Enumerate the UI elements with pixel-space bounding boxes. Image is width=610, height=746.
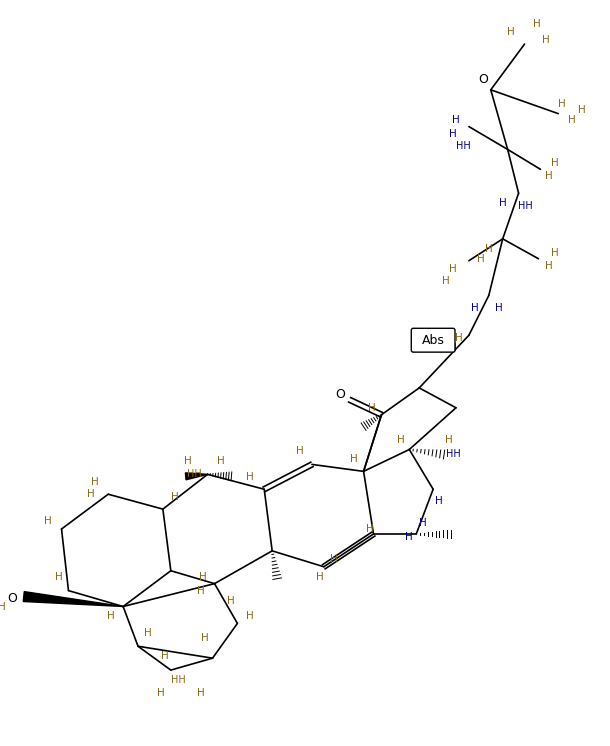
Text: O: O xyxy=(478,73,488,87)
Text: H: H xyxy=(157,688,165,698)
Text: H: H xyxy=(445,435,453,445)
Text: H: H xyxy=(246,472,254,483)
Text: H: H xyxy=(199,571,207,582)
Text: H: H xyxy=(449,263,457,274)
Text: H: H xyxy=(350,454,357,465)
Text: H: H xyxy=(316,571,324,582)
Text: H: H xyxy=(542,35,549,46)
Text: H: H xyxy=(217,457,224,466)
Text: H: H xyxy=(485,244,493,254)
Text: Abs: Abs xyxy=(422,333,445,347)
Text: H: H xyxy=(144,628,152,639)
Text: H: H xyxy=(87,489,95,499)
Text: H: H xyxy=(92,477,99,487)
Text: H: H xyxy=(545,260,552,271)
Polygon shape xyxy=(185,473,207,480)
Text: H: H xyxy=(558,98,566,109)
Text: H: H xyxy=(398,435,405,445)
Text: H: H xyxy=(226,595,234,606)
Text: H: H xyxy=(171,492,179,502)
Text: H: H xyxy=(330,554,338,564)
Text: H: H xyxy=(419,518,427,528)
Text: HH: HH xyxy=(171,675,186,685)
Text: H: H xyxy=(477,254,485,264)
Text: H: H xyxy=(201,633,209,643)
Text: H: H xyxy=(449,128,457,139)
Text: H: H xyxy=(569,115,576,125)
Text: H: H xyxy=(296,447,304,457)
Text: HH: HH xyxy=(456,142,470,151)
Text: O: O xyxy=(7,592,17,605)
Text: H: H xyxy=(578,104,586,115)
Text: HH: HH xyxy=(518,201,533,211)
Text: H: H xyxy=(551,158,559,169)
FancyBboxPatch shape xyxy=(411,328,455,352)
Text: H: H xyxy=(495,304,503,313)
Text: H: H xyxy=(449,343,457,353)
Text: H: H xyxy=(507,27,514,37)
Text: H: H xyxy=(545,172,552,181)
Text: H: H xyxy=(55,571,62,582)
Text: H: H xyxy=(533,19,540,29)
Text: H: H xyxy=(499,198,506,208)
Text: H: H xyxy=(435,496,443,507)
Text: H: H xyxy=(197,586,204,595)
Text: H: H xyxy=(455,333,463,343)
Text: H: H xyxy=(442,275,450,286)
Text: H: H xyxy=(107,612,115,621)
Text: H: H xyxy=(452,115,460,125)
Text: H: H xyxy=(161,651,169,661)
Text: HH: HH xyxy=(446,450,461,460)
Text: H: H xyxy=(246,612,254,621)
Text: H: H xyxy=(368,403,375,413)
Text: H: H xyxy=(406,532,413,542)
Text: H: H xyxy=(184,457,192,466)
Text: O: O xyxy=(335,389,345,401)
Polygon shape xyxy=(23,592,123,606)
Text: H: H xyxy=(0,601,5,612)
Text: H: H xyxy=(471,304,479,313)
Text: H: H xyxy=(44,516,51,526)
Text: HH: HH xyxy=(187,469,202,480)
Text: H: H xyxy=(551,248,559,258)
Text: H: H xyxy=(197,688,204,698)
Text: H: H xyxy=(365,524,373,534)
